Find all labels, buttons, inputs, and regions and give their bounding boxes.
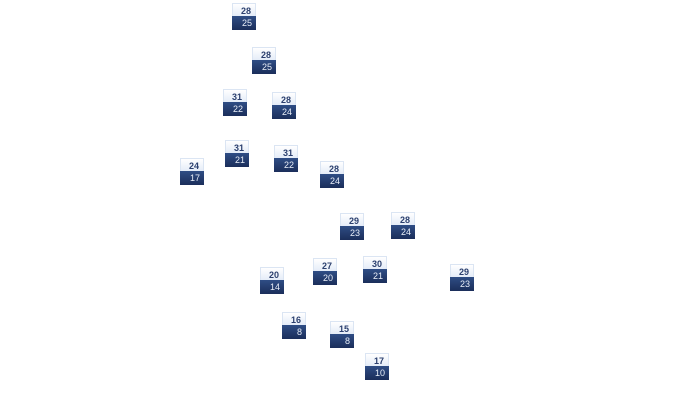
temperature-marker[interactable]: 29 23 — [340, 213, 364, 240]
low-temperature: 17 — [180, 171, 204, 185]
low-temperature: 21 — [225, 153, 249, 167]
high-temperature: 17 — [365, 353, 389, 366]
high-temperature: 16 — [282, 312, 306, 325]
high-temperature: 31 — [274, 145, 298, 158]
temperature-marker[interactable]: 29 23 — [450, 264, 474, 291]
temperature-marker[interactable]: 20 14 — [260, 267, 284, 294]
temperature-marker[interactable]: 30 21 — [363, 256, 387, 283]
low-temperature: 24 — [320, 174, 344, 188]
low-temperature: 24 — [391, 225, 415, 239]
high-temperature: 28 — [232, 3, 256, 16]
temperature-marker[interactable]: 28 24 — [320, 161, 344, 188]
low-temperature: 22 — [274, 158, 298, 172]
high-temperature: 24 — [180, 158, 204, 171]
high-temperature: 30 — [363, 256, 387, 269]
low-temperature: 10 — [365, 366, 389, 380]
high-temperature: 20 — [260, 267, 284, 280]
high-temperature: 28 — [252, 47, 276, 60]
low-temperature: 23 — [340, 226, 364, 240]
temperature-marker[interactable]: 16 8 — [282, 312, 306, 339]
temperature-marker[interactable]: 28 25 — [252, 47, 276, 74]
temperature-marker[interactable]: 31 22 — [223, 89, 247, 116]
high-temperature: 31 — [225, 140, 249, 153]
low-temperature: 8 — [282, 325, 306, 339]
temperature-marker[interactable]: 15 8 — [330, 321, 354, 348]
low-temperature: 25 — [252, 60, 276, 74]
high-temperature: 28 — [391, 212, 415, 225]
high-temperature: 28 — [320, 161, 344, 174]
low-temperature: 21 — [363, 269, 387, 283]
low-temperature: 23 — [450, 277, 474, 291]
temperature-marker[interactable]: 28 25 — [232, 3, 256, 30]
temperature-marker[interactable]: 28 24 — [272, 92, 296, 119]
temperature-marker[interactable]: 24 17 — [180, 158, 204, 185]
low-temperature: 20 — [313, 271, 337, 285]
low-temperature: 8 — [330, 334, 354, 348]
high-temperature: 15 — [330, 321, 354, 334]
temperature-marker[interactable]: 28 24 — [391, 212, 415, 239]
temperature-marker[interactable]: 27 20 — [313, 258, 337, 285]
high-temperature: 28 — [272, 92, 296, 105]
temperature-marker[interactable]: 31 22 — [274, 145, 298, 172]
low-temperature: 25 — [232, 16, 256, 30]
high-temperature: 29 — [450, 264, 474, 277]
low-temperature: 24 — [272, 105, 296, 119]
temperature-marker[interactable]: 17 10 — [365, 353, 389, 380]
high-temperature: 29 — [340, 213, 364, 226]
low-temperature: 14 — [260, 280, 284, 294]
high-temperature: 27 — [313, 258, 337, 271]
temperature-marker[interactable]: 31 21 — [225, 140, 249, 167]
high-temperature: 31 — [223, 89, 247, 102]
low-temperature: 22 — [223, 102, 247, 116]
